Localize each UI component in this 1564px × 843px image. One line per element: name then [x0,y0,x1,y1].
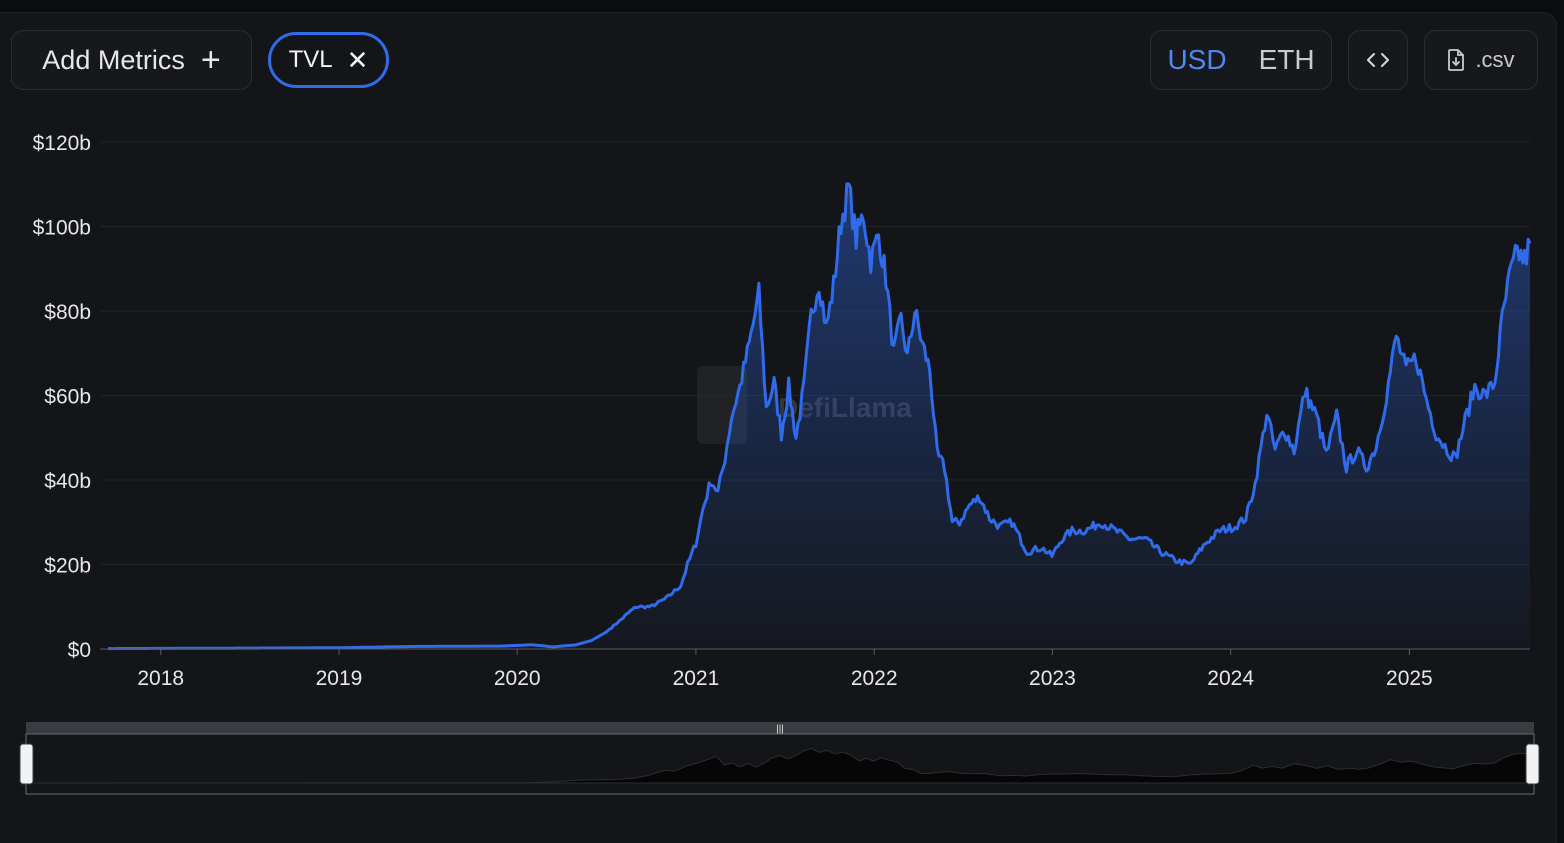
currency-usd-option[interactable]: USD [1167,44,1227,75]
csv-download-button[interactable]: .csv [1424,30,1538,90]
csv-label: .csv [1475,47,1515,72]
tvl-chip-label: TVL [288,46,333,73]
plus-icon: + [200,41,221,79]
currency-eth-option[interactable]: ETH [1258,44,1315,75]
add-metrics-label: Add Metrics [42,44,185,75]
currency-toggle: USD ETH [1150,30,1332,90]
add-metrics-button[interactable]: Add Metrics + [11,30,252,90]
tvl-metric-chip[interactable]: TVL ✕ [268,32,389,88]
chart-panel [0,12,1557,843]
embed-button[interactable] [1348,30,1408,90]
code-icon [1367,53,1389,67]
close-icon[interactable]: ✕ [346,45,369,75]
file-download-icon [1448,49,1465,71]
